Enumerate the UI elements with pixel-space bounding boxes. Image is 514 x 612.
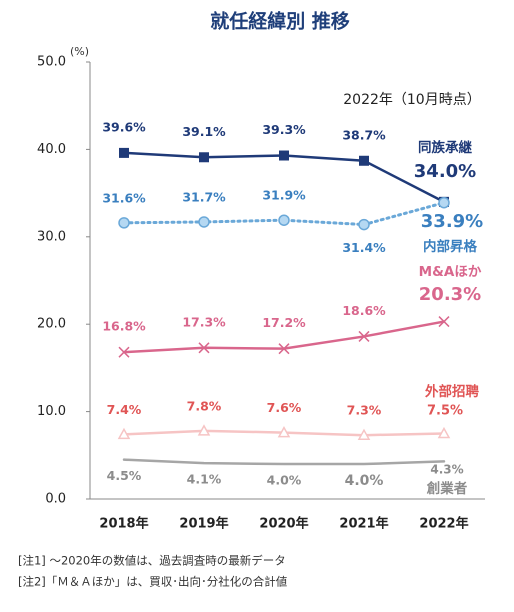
marker	[358, 330, 370, 342]
marker	[437, 426, 451, 439]
data-label: 7.4%	[107, 402, 142, 417]
chart-title: 就任経緯別 推移	[210, 10, 350, 33]
data-label: 4.1%	[187, 472, 222, 487]
series-line	[122, 458, 446, 466]
data-label: 39.6%	[102, 119, 146, 134]
data-label: 31.7%	[182, 189, 226, 204]
series-name: 内部昇格	[423, 238, 477, 255]
series-line	[122, 201, 446, 227]
data-label: 4.0%	[345, 473, 384, 489]
data-label: 16.8%	[102, 319, 146, 334]
data-label: 39.3%	[262, 122, 306, 137]
data-label: 4.3%	[430, 463, 463, 477]
data-label: 7.8%	[187, 398, 222, 413]
data-label: 4.0%	[267, 473, 302, 488]
marker	[277, 426, 291, 438]
series-name: M&Aほか	[419, 264, 482, 280]
y-tick-label: 30.0	[37, 229, 66, 244]
marker	[118, 217, 130, 229]
data-label: 17.3%	[182, 314, 226, 329]
data-label: 31.6%	[102, 190, 146, 205]
y-unit: (%)	[70, 45, 89, 58]
marker	[117, 427, 131, 440]
series-name: 創業者	[426, 480, 468, 497]
y-tick-label: 40.0	[37, 142, 66, 157]
data-label: 7.3%	[347, 403, 382, 418]
series-name: 同族承継	[418, 139, 472, 156]
marker	[278, 343, 290, 355]
data-label: 34.0%	[414, 161, 476, 182]
marker	[119, 147, 129, 158]
x-tick-label: 2022年	[419, 516, 468, 532]
data-label: 31.9%	[262, 188, 306, 203]
note: [注2]「Ｍ＆Ａほか」は、買収･出向･分社化の合計値	[18, 575, 288, 589]
marker	[197, 424, 211, 436]
marker	[357, 428, 371, 440]
x-tick-label: 2018年	[99, 516, 148, 532]
data-label: 17.2%	[262, 315, 306, 330]
series-name: 外部招聘	[425, 383, 479, 400]
note: [注1] ～2020年の数値は、過去調査時の最新データ	[18, 554, 286, 568]
data-label: 20.3%	[419, 284, 481, 305]
y-tick-label: 20.0	[37, 317, 66, 332]
data-label: 33.9%	[421, 211, 483, 232]
y-tick-label: 0.0	[45, 492, 66, 507]
marker	[198, 342, 210, 354]
marker	[278, 214, 290, 226]
y-tick-label: 10.0	[37, 404, 66, 419]
x-tick-label: 2019年	[179, 516, 228, 532]
data-label: 4.5%	[107, 468, 142, 483]
annotation: 2022年（10月時点）	[343, 92, 480, 108]
marker	[199, 152, 209, 163]
data-label: 31.4%	[342, 240, 386, 255]
marker	[438, 316, 450, 328]
marker	[279, 150, 289, 161]
data-label: 39.1%	[182, 124, 226, 139]
marker	[358, 218, 370, 231]
data-label: 38.7%	[342, 127, 386, 142]
marker	[198, 216, 210, 228]
marker	[359, 155, 369, 166]
data-label: 7.6%	[267, 400, 302, 415]
data-label: 18.6%	[342, 303, 386, 318]
marker	[438, 196, 450, 209]
x-tick-label: 2020年	[259, 516, 308, 532]
y-tick-label: 50.0	[37, 55, 66, 70]
marker	[118, 346, 130, 358]
data-label: 7.5%	[427, 404, 463, 419]
x-tick-label: 2021年	[339, 516, 388, 532]
